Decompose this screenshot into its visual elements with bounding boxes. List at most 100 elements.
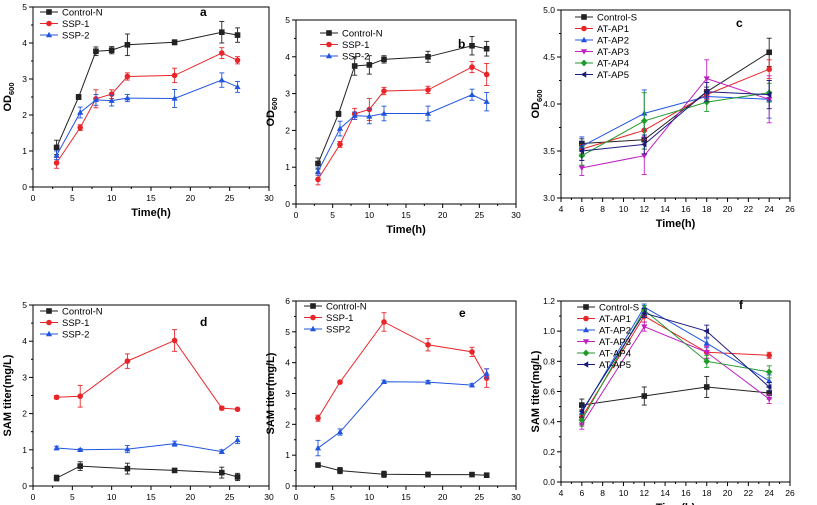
data-point bbox=[75, 94, 82, 100]
data-point bbox=[483, 71, 490, 78]
data-point bbox=[468, 91, 476, 97]
x-tick-label: 15 bbox=[401, 210, 411, 220]
data-point bbox=[108, 97, 115, 103]
legend-label: Control-N bbox=[62, 307, 103, 318]
legend-marker bbox=[46, 308, 52, 314]
y-tick-label: 4 bbox=[285, 52, 290, 62]
x-tick-label: 8 bbox=[600, 204, 605, 214]
x-tick-label: 30 bbox=[511, 492, 521, 502]
legend-marker bbox=[325, 52, 333, 59]
y-tick-label: 0.0 bbox=[543, 477, 555, 487]
series-at-ap5 bbox=[578, 80, 772, 161]
x-tick-label: 20 bbox=[186, 193, 196, 203]
y-tick-label: 5 bbox=[22, 2, 27, 12]
y-tick-label: 4 bbox=[22, 38, 27, 48]
x-tick-label: 24 bbox=[764, 204, 774, 214]
x-tick-label: 22 bbox=[744, 204, 754, 214]
data-point bbox=[337, 467, 343, 474]
data-point bbox=[124, 94, 131, 101]
data-point bbox=[219, 469, 225, 476]
series-line bbox=[56, 339, 238, 410]
data-point bbox=[218, 76, 225, 83]
x-tick-label: 25 bbox=[475, 210, 485, 220]
data-point bbox=[234, 474, 241, 480]
x-tick-label: 30 bbox=[264, 492, 274, 502]
x-tick-label: 0 bbox=[294, 492, 299, 502]
data-point bbox=[703, 98, 711, 106]
series-line bbox=[581, 51, 770, 144]
data-point bbox=[315, 160, 321, 167]
series-ssp-2 bbox=[53, 435, 241, 454]
x-tick-label: 26 bbox=[785, 204, 795, 214]
legend-label: AT-AP1 bbox=[597, 24, 629, 35]
series-line bbox=[581, 91, 770, 152]
y-tick-label: 2 bbox=[285, 419, 290, 429]
chart-panel-a: 0 5 10 15 20 25 30012345Time(h)OD600Control-NS… bbox=[2, 2, 274, 219]
legend-label: SSP-2 bbox=[342, 52, 369, 63]
legend-marker bbox=[582, 361, 589, 368]
legend-marker bbox=[581, 14, 587, 20]
data-point bbox=[381, 319, 387, 325]
data-point bbox=[171, 39, 178, 46]
data-point bbox=[53, 160, 60, 166]
series-line bbox=[56, 465, 238, 479]
y-tick-label: 1 bbox=[22, 146, 27, 156]
x-tick-label: 16 bbox=[681, 204, 691, 214]
plot-frame bbox=[560, 9, 791, 199]
data-point bbox=[765, 368, 773, 376]
x-tick-label: 5 bbox=[330, 492, 335, 502]
legend-label: AT-AP2 bbox=[597, 36, 629, 47]
x-tick-label: 25 bbox=[225, 193, 235, 203]
panel-letter: d bbox=[200, 315, 207, 329]
data-point bbox=[640, 117, 648, 125]
series-line bbox=[581, 306, 770, 413]
legend-marker bbox=[582, 326, 590, 333]
x-tick-label: 12 bbox=[640, 204, 650, 214]
data-point bbox=[381, 471, 387, 478]
data-point bbox=[766, 390, 772, 396]
data-point bbox=[425, 471, 431, 478]
x-tick-label: 24 bbox=[764, 488, 774, 498]
data-point bbox=[234, 406, 241, 413]
series-at-ap3 bbox=[578, 321, 773, 430]
x-tick-label: 5 bbox=[330, 210, 335, 220]
legend-marker bbox=[45, 330, 53, 337]
series-ssp-1 bbox=[315, 312, 490, 422]
x-tick-label: 6 bbox=[579, 488, 584, 498]
y-tick-label: 3 bbox=[22, 372, 27, 382]
legend-marker bbox=[580, 71, 587, 78]
data-point bbox=[765, 383, 772, 391]
x-tick-label: 25 bbox=[225, 492, 235, 502]
y-tick-label: 5 bbox=[285, 15, 290, 25]
x-tick-label: 6 bbox=[579, 204, 584, 214]
y-tick-label: 1 bbox=[285, 162, 290, 172]
x-tick-label: 15 bbox=[146, 193, 156, 203]
x-tick-label: 14 bbox=[660, 204, 670, 214]
x-tick-label: 10 bbox=[619, 204, 629, 214]
y-tick-label: 0 bbox=[285, 199, 290, 209]
legend-marker bbox=[580, 36, 588, 43]
data-point bbox=[314, 168, 322, 174]
data-point bbox=[124, 358, 131, 364]
legend-marker bbox=[46, 20, 52, 27]
data-point bbox=[766, 66, 772, 73]
legend-label: AT-AP5 bbox=[597, 70, 629, 81]
legend-marker bbox=[310, 303, 316, 309]
data-point bbox=[53, 144, 60, 151]
y-tick-label: 3 bbox=[285, 389, 290, 399]
data-point bbox=[234, 83, 241, 90]
x-axis-title: Time(h) bbox=[656, 218, 696, 230]
x-tick-label: 22 bbox=[744, 488, 754, 498]
x-tick-label: 0 bbox=[31, 193, 36, 203]
data-point bbox=[483, 472, 490, 479]
x-tick-label: 20 bbox=[723, 204, 733, 214]
y-axis-title: OD600 bbox=[2, 82, 16, 111]
data-point bbox=[234, 32, 241, 38]
x-tick-label: 30 bbox=[264, 193, 274, 203]
y-tick-label: 3.5 bbox=[543, 146, 555, 156]
data-point bbox=[124, 42, 131, 48]
y-tick-label: 3 bbox=[285, 89, 290, 99]
y-tick-label: 2 bbox=[22, 110, 27, 120]
x-tick-label: 20 bbox=[438, 210, 448, 220]
series-at-ap4 bbox=[578, 305, 773, 427]
